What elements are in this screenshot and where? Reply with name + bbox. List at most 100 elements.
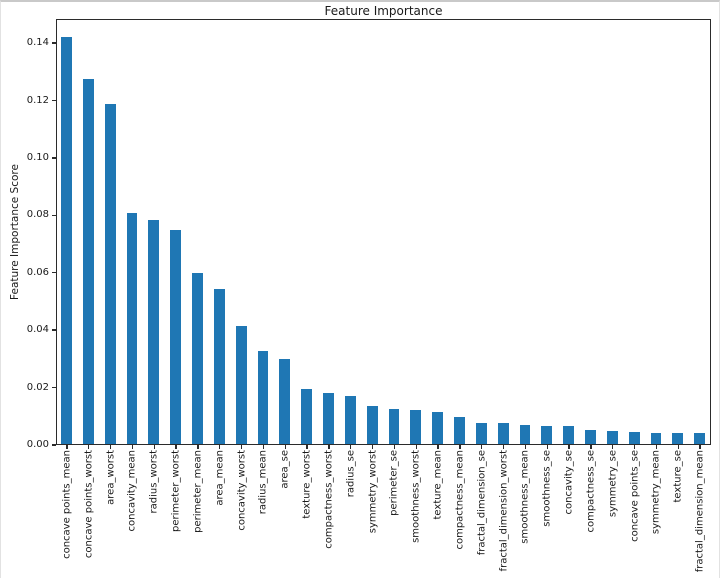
- x-tick-label: smoothness_se: [541, 450, 553, 527]
- y-tick-label: 0.06: [26, 266, 49, 278]
- bar: [694, 433, 706, 444]
- x-tick-mark: [219, 445, 221, 449]
- bar: [213, 289, 225, 444]
- x-tick-label: texture_se: [672, 450, 684, 503]
- x-tick-mark: [284, 445, 286, 449]
- y-axis-label: Feature Importance Score: [9, 164, 21, 300]
- bar: [388, 408, 400, 444]
- bar: [148, 220, 160, 444]
- bar: [301, 389, 313, 444]
- bar: [82, 79, 94, 444]
- x-tick-label: radius_se: [345, 450, 357, 498]
- y-tick-mark: [52, 42, 56, 44]
- bar: [475, 422, 487, 444]
- x-tick-mark: [393, 445, 396, 449]
- bar: [563, 426, 575, 444]
- x-tick-label: symmetry_mean: [650, 450, 662, 535]
- x-tick-mark: [350, 445, 352, 449]
- x-tick-mark: [655, 445, 658, 449]
- x-tick-mark: [699, 445, 701, 449]
- x-tick-mark: [633, 445, 636, 449]
- y-tick-mark: [52, 444, 56, 446]
- x-tick-label: texture_worst: [301, 450, 313, 519]
- x-tick-label: compactness_worst: [323, 450, 335, 549]
- x-tick-label: radius_worst: [148, 450, 160, 514]
- x-tick-mark: [153, 445, 155, 449]
- x-tick-label: concave points_se: [629, 450, 641, 542]
- bar: [279, 359, 291, 444]
- x-tick-label: symmetry_se: [607, 450, 619, 518]
- x-tick-mark: [371, 445, 374, 449]
- x-tick-mark: [131, 445, 134, 449]
- x-tick-label: compactness_se: [585, 450, 597, 533]
- y-tick-mark: [52, 386, 56, 389]
- y-tick-mark: [52, 157, 56, 159]
- x-tick-label: smoothness_worst: [410, 450, 422, 543]
- x-tick-label: concavity_worst: [236, 450, 248, 531]
- bar: [432, 412, 444, 444]
- x-tick-mark: [66, 445, 68, 449]
- x-tick-mark: [502, 445, 505, 449]
- bar: [454, 416, 465, 444]
- bar: [61, 37, 72, 444]
- bar: [628, 432, 640, 444]
- bar: [126, 212, 138, 444]
- y-tick-label: 0.14: [26, 37, 49, 49]
- x-tick-mark: [677, 445, 679, 449]
- y-tick-label: 0.10: [26, 151, 49, 163]
- bar: [366, 406, 378, 444]
- y-tick-label: 0.04: [26, 324, 49, 336]
- x-tick-label: concave points_mean: [61, 450, 73, 559]
- bar: [170, 230, 182, 444]
- bar: [257, 350, 269, 444]
- x-tick-mark: [524, 445, 527, 449]
- bar: [541, 425, 553, 444]
- x-tick-label: concave points_worst: [83, 450, 95, 559]
- bar: [410, 409, 422, 444]
- x-tick-mark: [197, 445, 199, 449]
- y-tick-mark: [52, 272, 56, 274]
- bar: [650, 432, 662, 444]
- x-tick-mark: [481, 445, 483, 449]
- x-tick-mark: [546, 445, 548, 449]
- bar: [606, 431, 618, 444]
- y-tick-label: 0.00: [26, 439, 49, 450]
- chart-title: Feature Importance: [324, 4, 443, 18]
- x-tick-mark: [590, 445, 592, 449]
- x-tick-label: fractal_dimension_se: [476, 450, 488, 556]
- y-tick-label: 0.02: [26, 381, 49, 393]
- x-tick-mark: [459, 445, 461, 449]
- x-tick-mark: [88, 445, 90, 449]
- bar: [235, 326, 247, 444]
- x-tick-label: radius_mean: [257, 450, 269, 515]
- x-tick-label: fractal_dimension_worst: [498, 450, 510, 572]
- x-tick-mark: [175, 445, 177, 449]
- x-tick-label: texture_mean: [432, 450, 444, 520]
- y-tick-mark: [52, 329, 56, 331]
- bar: [585, 429, 596, 444]
- x-tick-label: perimeter_se: [388, 450, 400, 516]
- bar: [672, 432, 684, 444]
- y-tick-mark: [52, 214, 56, 217]
- x-tick-label: area_mean: [214, 450, 226, 506]
- bar: [519, 425, 531, 444]
- bar: [104, 104, 116, 444]
- x-tick-label: perimeter_mean: [192, 450, 204, 533]
- x-tick-label: area_worst: [105, 450, 117, 505]
- x-tick-mark: [262, 445, 265, 449]
- x-tick-label: smoothness_mean: [519, 450, 531, 544]
- x-tick-mark: [306, 445, 308, 449]
- y-tick-mark: [52, 99, 56, 102]
- x-tick-mark: [109, 445, 112, 449]
- x-tick-mark: [240, 445, 243, 449]
- x-tick-mark: [612, 445, 614, 449]
- y-tick-label: 0.08: [26, 209, 49, 221]
- x-tick-mark: [328, 445, 330, 449]
- x-tick-label: perimeter_worst: [170, 450, 182, 533]
- plot-area: [56, 19, 711, 445]
- x-tick-mark: [437, 445, 439, 449]
- x-tick-label: fractal_dimension_mean: [694, 450, 706, 573]
- x-tick-label: area_se: [279, 450, 291, 489]
- x-tick-label: concavity_mean: [126, 450, 138, 532]
